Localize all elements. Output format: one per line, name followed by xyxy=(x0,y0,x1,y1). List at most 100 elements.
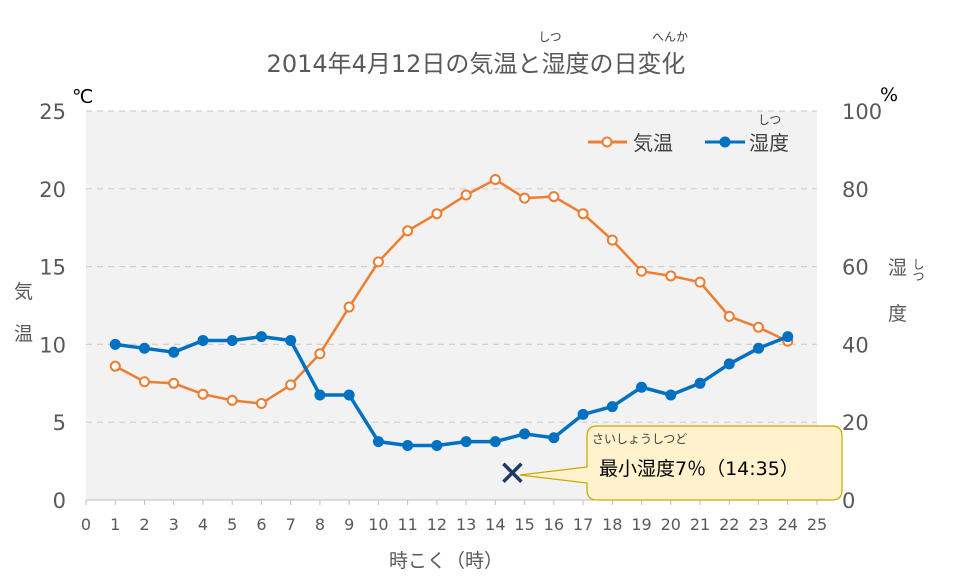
right-tick-label: 20 xyxy=(842,411,869,435)
humidity-point xyxy=(694,377,706,389)
temperature-point xyxy=(109,360,121,372)
temperature-point xyxy=(519,192,531,204)
temperature-point xyxy=(489,173,501,185)
left-tick-label: 0 xyxy=(53,489,66,513)
x-tick-label: 5 xyxy=(227,515,237,534)
left-tick-label: 5 xyxy=(53,411,66,435)
humidity-point xyxy=(723,358,735,370)
x-tick-label: 2 xyxy=(139,515,149,534)
right-axis-label-ruby: しつ xyxy=(911,258,925,282)
humidity-point xyxy=(431,440,443,452)
right-tick-label: 80 xyxy=(842,178,869,202)
right-tick-label: 60 xyxy=(842,256,869,280)
legend-temperature-marker xyxy=(601,136,613,148)
humidity-point xyxy=(782,331,794,343)
x-tick-label: 16 xyxy=(544,515,564,534)
right-tick-label: 40 xyxy=(842,333,869,357)
temperature-point xyxy=(665,270,677,282)
x-tick-label: 24 xyxy=(778,515,798,534)
temperature-point xyxy=(577,208,589,220)
left-axis-label-char-2: 温 xyxy=(14,323,33,345)
temperature-point xyxy=(694,276,706,288)
right-axis-label-char-2: 度 xyxy=(888,303,907,325)
x-tick-label: 21 xyxy=(690,515,710,534)
humidity-point xyxy=(402,440,414,452)
right-axis-ticks: 0 20 40 60 80 100 xyxy=(842,100,882,513)
left-tick-label: 10 xyxy=(39,333,66,357)
temperature-point xyxy=(168,377,180,389)
temperature-point xyxy=(226,394,238,406)
humidity-point xyxy=(226,335,238,347)
humidity-point xyxy=(255,331,267,343)
x-marker-stroke xyxy=(502,462,523,484)
x-tick-label: 13 xyxy=(456,515,476,534)
x-tick-label: 3 xyxy=(169,515,179,534)
title-humidity-word: 湿度 xyxy=(541,50,589,78)
temperature-point xyxy=(197,388,209,400)
legend-humidity-marker xyxy=(719,136,731,148)
humidity-point xyxy=(168,346,180,358)
left-axis-label-char-1: 気 xyxy=(14,281,33,303)
gridlines xyxy=(86,110,817,423)
x-tick-label: 1 xyxy=(110,515,120,534)
humidity-point xyxy=(577,408,589,420)
x-tick-label: 20 xyxy=(661,515,681,534)
x-tick-label: 6 xyxy=(256,515,266,534)
legend: 気温 湿度 しつ xyxy=(588,113,789,155)
temperature-point xyxy=(138,376,150,388)
humidity-point xyxy=(753,342,765,354)
humidity-point xyxy=(343,389,355,401)
x-tick-label: 25 xyxy=(807,515,827,534)
x-tick-label: 15 xyxy=(514,515,534,534)
humidity-point xyxy=(138,342,150,354)
temperature-point xyxy=(343,301,355,313)
x-tick-label: 11 xyxy=(397,515,417,534)
title-mid: の xyxy=(589,50,613,78)
title-prefix: 2014年4月12日の気温と xyxy=(267,50,542,78)
x-tick-label: 10 xyxy=(368,515,388,534)
title-humidity-ruby: しつ xyxy=(538,30,561,44)
title-change-word: 日変化 xyxy=(613,50,685,78)
temperature-point xyxy=(285,379,297,391)
right-axis-label-char-1: 湿 xyxy=(888,257,907,279)
humidity-point xyxy=(314,389,326,401)
humidity-point xyxy=(548,432,560,444)
humidity-point xyxy=(460,436,472,448)
right-axis-unit: % xyxy=(880,84,898,106)
right-tick-label: 0 xyxy=(842,489,855,513)
humidity-point xyxy=(372,436,384,448)
x-axis-ticks: 0 1 2 3 4 5 6 7 8 9 10 11 12 13 14 15 16 17 18 19 20 21 22 23 24… xyxy=(81,500,827,534)
x-axis-label: 時こく（時） xyxy=(389,550,503,572)
callout-box xyxy=(519,425,843,501)
x-tick-label: 8 xyxy=(315,515,325,534)
temperature-point xyxy=(636,265,648,277)
left-tick-label: 20 xyxy=(39,178,66,202)
chart-title: 2014年4月12日の気温と湿度の日変化 xyxy=(267,50,686,78)
legend-temperature-label: 気温 xyxy=(633,131,673,155)
humidity-point xyxy=(606,401,618,413)
humidity-point xyxy=(665,389,677,401)
temperature-point xyxy=(431,208,443,220)
right-tick-label: 100 xyxy=(842,100,882,124)
x-tick-label: 12 xyxy=(427,515,447,534)
left-axis-unit: ℃ xyxy=(72,86,93,108)
humidity-point xyxy=(636,381,648,393)
min-humidity-callout: さいしょうしつど 最小湿度7％（14:35） xyxy=(519,425,843,501)
humidity-point xyxy=(489,436,501,448)
left-tick-label: 15 xyxy=(39,256,66,280)
temperature-point xyxy=(372,256,384,268)
legend-humidity-label: 湿度 xyxy=(749,131,789,155)
temperature-point xyxy=(460,189,472,201)
humidity-point xyxy=(197,335,209,347)
min-humidity-x-marker xyxy=(502,462,523,484)
callout-text: 最小湿度7％（14:35） xyxy=(599,458,799,480)
x-tick-label: 18 xyxy=(602,515,622,534)
left-tick-label: 25 xyxy=(39,100,66,124)
title-change-ruby: へんか xyxy=(652,30,688,44)
x-tick-label: 14 xyxy=(485,515,505,534)
x-tick-label: 23 xyxy=(748,515,768,534)
legend-humidity-ruby: しつ xyxy=(758,113,781,127)
series-layer xyxy=(109,173,794,452)
left-axis-ticks: 0 5 10 15 20 25 xyxy=(39,100,66,513)
